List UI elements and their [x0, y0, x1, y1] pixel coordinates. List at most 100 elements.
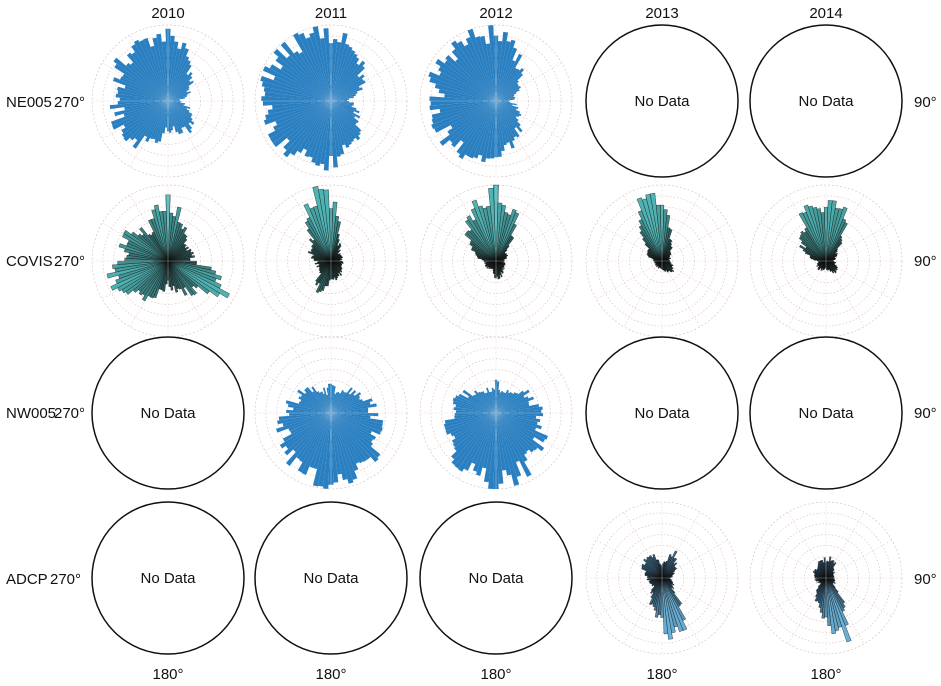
rose-wedge — [496, 392, 502, 413]
panels-group: No Data No Data No Data No Data No Data No Da… — [91, 24, 903, 655]
grid-spoke — [760, 222, 827, 262]
rose-wedge — [113, 57, 168, 101]
rose-wedge — [331, 46, 353, 101]
rose-wedge — [331, 391, 347, 413]
rose-wedge — [496, 101, 517, 110]
grid-spoke — [495, 412, 562, 452]
rose-wedge — [168, 91, 191, 101]
rose-wedge — [117, 101, 168, 105]
rose-wedge — [150, 45, 168, 101]
grid-spoke — [167, 222, 234, 262]
rose-wedge — [168, 86, 190, 101]
rose-wedge — [331, 410, 369, 413]
rose-wedge — [168, 80, 194, 101]
rose-wedge — [331, 101, 355, 113]
rose-wedge — [131, 52, 168, 101]
rose-wedge — [480, 35, 496, 101]
rose-wedge — [267, 101, 331, 139]
rose-wedge — [496, 86, 521, 101]
rose-wedge — [496, 392, 506, 413]
rose-wedge — [438, 66, 496, 101]
no-data-label-adcp-2012: No Data — [468, 570, 524, 587]
rose-wedge — [263, 86, 331, 101]
rose-wedge — [485, 43, 496, 101]
rose-wedge — [331, 413, 368, 462]
rose-wedge — [260, 75, 331, 101]
rose-wedge — [168, 73, 189, 101]
rose-wedge — [463, 413, 496, 471]
rose-wedge — [303, 101, 331, 151]
grid-spoke — [623, 260, 663, 327]
grid-spoke — [430, 260, 497, 300]
rose-wedge — [447, 101, 496, 135]
rose-wedge — [496, 98, 515, 101]
rose-wedge — [309, 32, 331, 101]
rose-wedge — [496, 413, 520, 463]
grid-spoke — [495, 374, 562, 414]
grid-spoke — [495, 100, 535, 167]
grid-spoke — [430, 412, 497, 452]
rose-wedge — [488, 413, 496, 489]
rose-wedge — [496, 101, 510, 143]
rose-wedge — [331, 101, 362, 133]
grid-spoke — [760, 539, 827, 579]
grid-spoke — [495, 62, 562, 102]
grid-spoke — [825, 577, 892, 617]
panel-outline-adcp-2012 — [419, 501, 573, 655]
rose-wedge — [458, 413, 496, 472]
grid-spoke — [495, 260, 535, 327]
rose-panel-covis-2011 — [254, 184, 408, 338]
rose-wedge — [439, 101, 496, 113]
grid-spoke — [495, 222, 562, 262]
rose-wedge — [465, 101, 496, 157]
rose-wedge — [496, 96, 516, 101]
rose-wedge — [454, 413, 496, 419]
rose-wedge — [455, 410, 496, 413]
rose-wedge — [130, 62, 168, 101]
rose-wedge — [451, 40, 496, 101]
rose-wedge — [453, 413, 496, 439]
rose-wedge — [297, 101, 331, 154]
rose-wedge — [277, 413, 331, 425]
rose-wedge — [496, 101, 515, 141]
grid-spoke — [292, 35, 332, 102]
rose-panel-nw005-2010: No Data — [91, 336, 245, 490]
rose-wedge — [121, 101, 168, 134]
rose-wedge — [331, 49, 356, 101]
rose-wedge — [168, 101, 191, 124]
rose-wedge — [168, 88, 190, 101]
rose-wedge — [482, 413, 496, 469]
grid-spoke — [265, 374, 332, 414]
rose-wedge — [327, 383, 331, 413]
rose-wedge — [114, 101, 168, 117]
rose-wedge — [168, 91, 188, 101]
no-data-label-nw005-2013: No Data — [634, 405, 690, 422]
rose-wedge — [168, 97, 185, 101]
grid-spoke — [330, 62, 397, 102]
rose-wedge — [331, 394, 355, 413]
grid-spoke — [430, 374, 497, 414]
rose-wedge — [456, 101, 496, 155]
rose-wedge — [496, 413, 549, 440]
rose-wedge — [449, 101, 496, 144]
rose-wedge — [275, 101, 331, 126]
grid-spoke — [457, 195, 497, 262]
grid-spoke — [495, 100, 562, 140]
rose-wedge — [496, 390, 525, 413]
rose-panel-ne005-2012 — [419, 24, 573, 178]
rose-wedge — [117, 90, 168, 101]
grid-spoke — [623, 195, 663, 262]
rose-wedge — [331, 57, 360, 101]
rose-panel-ne005-2011 — [254, 24, 408, 178]
grid-spoke — [495, 260, 562, 300]
rose-panel-nw005-2014: No Data — [749, 336, 903, 490]
rose-wedge — [272, 101, 331, 110]
rose-panel-adcp-2010: No Data — [91, 501, 245, 655]
grid-spoke — [495, 347, 535, 414]
rose-wedge — [285, 413, 331, 467]
grid-spoke — [495, 35, 535, 102]
rose-wedge — [496, 101, 521, 114]
row-label-ne005: NE005 — [6, 94, 52, 111]
rose-wedge — [331, 101, 357, 111]
rose-wedge — [429, 96, 496, 101]
